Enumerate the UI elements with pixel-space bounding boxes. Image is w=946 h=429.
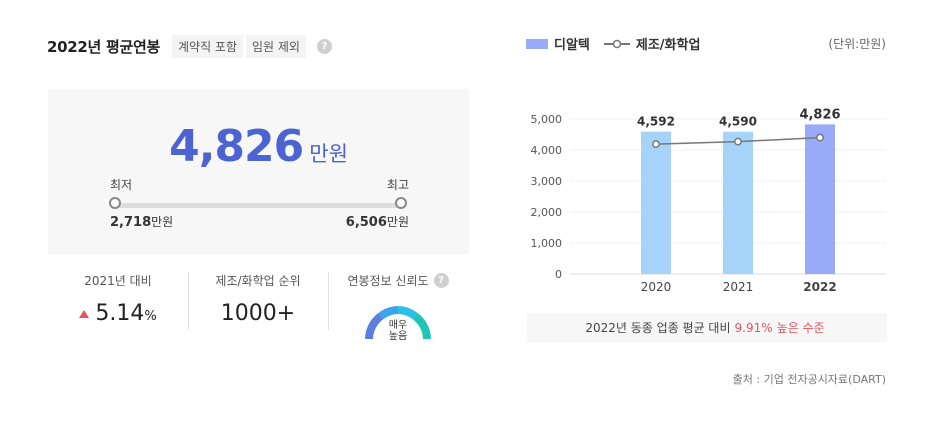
average-salary-value: 4,826	[169, 121, 304, 172]
average-salary-card: 4,826 만원 최저 최고 2,718만원 6,506만원	[48, 89, 469, 254]
max-salary-value: 6,506	[345, 215, 387, 230]
gauge-segment-4	[412, 312, 431, 340]
rank-label: 제조/화학업 순위	[215, 274, 301, 288]
yoy-stat: 2021년 대비 5.14%	[48, 272, 188, 326]
max-salary: 6,506만원	[346, 213, 409, 230]
bar-2021	[723, 131, 753, 274]
industry-average-point	[816, 133, 824, 142]
bar-value-label: 4,590	[719, 115, 757, 129]
reliability-label-row: 연봉정보 신뢰도 ?	[328, 272, 468, 289]
legend-company-label: 디알텍	[554, 38, 590, 53]
tag-executives-excluded: 임원 제외	[246, 35, 306, 58]
tag-contract-included: 계약직 포함	[171, 35, 243, 58]
bar-2020	[641, 131, 671, 274]
yoy-value: 5.14	[95, 301, 145, 326]
y-tick-label: 5,000	[531, 113, 563, 126]
reliability-value-line1: 매우	[389, 319, 407, 331]
salary-bar-chart: 0 1,000 2,000 3,000 4,000 5,000 4,592 2020 4,590…	[531, 107, 886, 294]
legend-line-swatch	[603, 39, 630, 48]
reliability-stat: 연봉정보 신뢰도 ? 매우 높음	[328, 272, 468, 340]
y-tick-label: 3,000	[531, 175, 563, 188]
x-tick-label: 2020	[641, 280, 672, 294]
yoy-label: 2021년 대비	[84, 274, 152, 288]
reliability-gauge: 매우 높음	[365, 306, 431, 340]
range-max-knob	[395, 197, 407, 209]
min-salary: 2,718만원	[110, 213, 173, 230]
max-label: 최고	[386, 178, 409, 192]
yoy-value-row: 5.14%	[48, 301, 188, 326]
help-icon[interactable]: ?	[316, 39, 332, 54]
note-highlight: 9.91%	[734, 320, 773, 335]
y-tick-label: 2,000	[531, 206, 563, 219]
reliability-label: 연봉정보 신뢰도	[347, 274, 429, 288]
industry-comparison-note: 2022년 동종 업종 평균 대비 9.91% 높은 수준	[527, 313, 887, 342]
help-icon[interactable]: ?	[433, 273, 449, 288]
page-title: 2022년 평균연봉	[47, 38, 160, 56]
range-min-knob	[109, 197, 121, 209]
bar-value-label: 4,826	[799, 107, 840, 122]
legend-industry-label: 제조/화학업	[635, 38, 701, 53]
rank-value: 1000+	[220, 301, 296, 326]
gauge-segment-1	[365, 312, 384, 340]
gauge-segment-2	[378, 306, 399, 320]
note-suffix: 높은 수준	[776, 321, 825, 335]
arrow-up-icon	[79, 310, 90, 318]
average-salary: 4,826 만원	[48, 121, 469, 172]
stat-divider	[328, 272, 329, 330]
average-salary-unit: 만원	[309, 142, 348, 166]
industry-average-point	[734, 137, 742, 146]
x-tick-label: 2021	[723, 280, 754, 294]
reliability-value-line2: 높음	[389, 330, 407, 340]
min-label: 최저	[110, 178, 133, 192]
y-tick-label: 0	[555, 268, 562, 281]
x-tick-label: 2022	[803, 280, 836, 294]
legend-bar-swatch	[526, 38, 548, 49]
stat-divider	[188, 272, 189, 330]
salary-range-track	[114, 203, 406, 208]
bar-value-label: 4,592	[637, 115, 675, 129]
max-salary-unit: 만원	[386, 215, 409, 229]
y-tick-label: 1,000	[531, 237, 563, 250]
min-salary-value: 2,718	[110, 215, 152, 230]
y-tick-label: 4,000	[531, 144, 563, 157]
note-prefix: 2022년 동종 업종 평균 대비	[585, 321, 731, 335]
data-source: 출처 : 기업 전자공시자료(DART)	[732, 373, 886, 386]
yoy-percent-sign: %	[144, 309, 157, 324]
unit-note: (단위:만원)	[828, 37, 886, 51]
gauge-segment-3	[397, 306, 418, 320]
industry-average-point	[652, 140, 660, 149]
chart-legend: 디알텍 제조/화학업	[526, 34, 700, 53]
bar-2022	[805, 124, 835, 274]
rank-stat: 제조/화학업 순위 1000+	[188, 272, 328, 326]
salary-header: 2022년 평균연봉 계약직 포함 임원 제외 ?	[47, 35, 332, 58]
min-salary-unit: 만원	[151, 215, 174, 229]
